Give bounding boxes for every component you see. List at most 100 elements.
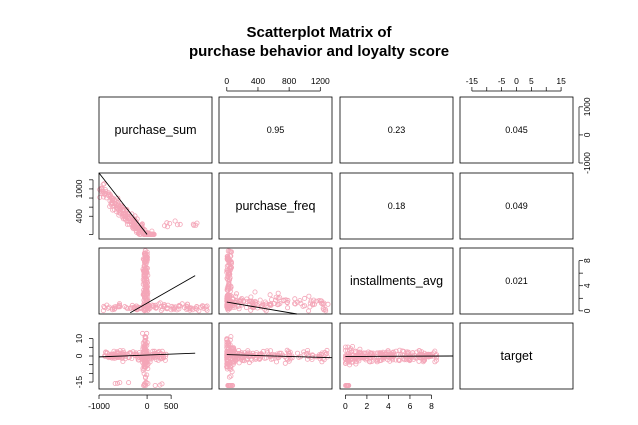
scatter-point: [224, 339, 230, 345]
axis-left-target: -15 0 10: [74, 334, 94, 388]
scatter-point: [240, 355, 246, 361]
scatter-point: [273, 359, 279, 365]
scatter-point: [292, 296, 298, 302]
scatter-point: [228, 373, 234, 379]
correlation-label: 0.021: [505, 276, 528, 286]
scatter-point: [102, 191, 108, 197]
scatter-point: [158, 303, 164, 309]
tick-label: 2: [365, 401, 370, 411]
scatter-point: [307, 300, 313, 306]
scatter-point: [252, 298, 258, 304]
scatter-point: [227, 253, 233, 259]
scatter-point: [236, 298, 242, 304]
tick-label: 5: [529, 76, 534, 86]
scatter-point: [167, 220, 173, 226]
panel-r3-c2: [339, 322, 454, 390]
tick-label: -15: [466, 76, 479, 86]
scatter-point: [194, 303, 200, 309]
scatter-point: [107, 203, 113, 209]
scatter-point: [244, 357, 250, 363]
tick-label: 0: [343, 401, 348, 411]
scatter-point: [122, 216, 128, 222]
panel-frame: [98, 172, 213, 240]
scatter-point: [100, 182, 106, 188]
scatter-point: [142, 364, 148, 370]
scatter-point: [117, 304, 123, 310]
scatter-point: [224, 294, 230, 300]
scatter-point: [130, 349, 136, 355]
scatter-point: [143, 341, 149, 347]
scatter-point: [347, 362, 353, 368]
panel-r1-c0: [97, 172, 213, 240]
scatter-point: [194, 306, 200, 312]
scatter-point: [360, 354, 366, 360]
scatter-point: [101, 181, 107, 187]
scatter-point: [258, 354, 264, 360]
tick-label: 8: [582, 258, 592, 263]
scatter-point: [126, 380, 132, 386]
scatter-point: [203, 306, 209, 312]
scatter-point: [306, 293, 312, 299]
scatter-point: [225, 382, 231, 388]
scatter-point: [121, 208, 127, 214]
scatter-point: [143, 353, 149, 359]
scatter-point: [238, 356, 244, 362]
scatter-point: [189, 305, 195, 311]
tick-label: 1000: [74, 179, 84, 198]
scatter-point: [224, 346, 230, 352]
scatter-point: [248, 356, 254, 362]
scatter-point: [142, 340, 148, 346]
scatter-point: [176, 303, 182, 309]
scatter-point: [357, 346, 363, 352]
scatter-point: [117, 380, 123, 386]
scatter-point: [277, 301, 283, 307]
scatter-point: [203, 304, 209, 310]
axis-top-target: -15 -5 0 5 15: [466, 76, 566, 92]
tick-label: 500: [164, 401, 178, 411]
scatter-point: [348, 357, 354, 363]
scatter-point: [239, 357, 245, 363]
scatter-point: [252, 289, 258, 295]
axis-bottom-purchase-sum: -1000 0 500: [88, 394, 178, 411]
scatter-point: [172, 218, 178, 224]
panel-frame: [218, 247, 333, 315]
scatter-point: [143, 288, 149, 294]
scatter-point: [342, 344, 348, 350]
scatter-point: [233, 291, 239, 297]
scatter-point: [302, 303, 308, 309]
scatter-point: [252, 352, 258, 358]
scatter-point: [353, 361, 359, 367]
scatter-point: [115, 200, 121, 206]
scatter-point: [165, 302, 171, 308]
panel-r1-c3: [459, 172, 574, 240]
scatter-point: [425, 354, 431, 360]
scatter-point: [226, 271, 232, 277]
scatter-point: [287, 349, 293, 355]
scatter-point: [345, 348, 351, 354]
tick-label: 0: [145, 401, 150, 411]
panel-frame: [339, 96, 454, 164]
scatter-point: [325, 301, 331, 307]
panel-frame: [218, 96, 333, 164]
tick-label: 10: [74, 334, 84, 344]
scatter-point: [285, 357, 291, 363]
scatter-point: [282, 360, 288, 366]
scatter-point: [225, 361, 231, 367]
scatter-point: [144, 298, 150, 304]
panel-frame: [459, 172, 574, 240]
scatter-point: [320, 305, 326, 311]
scatter-point: [366, 359, 372, 365]
scatter-point: [193, 222, 199, 228]
scatter-point: [231, 359, 237, 365]
tick-label: -5: [498, 76, 506, 86]
panel-r2-c2: installments_avg: [339, 247, 454, 315]
chart-title-line-2: purchase behavior and loyalty score: [189, 43, 449, 60]
scatter-point: [112, 380, 118, 386]
scatter-point: [114, 209, 120, 215]
axis-right-installments-avg: 0 4 8: [578, 258, 592, 313]
scatter-point: [365, 349, 371, 355]
tick-label: 8: [429, 401, 434, 411]
tick-label: 0: [74, 353, 84, 358]
scatter-point: [176, 306, 182, 312]
scatter-point: [142, 307, 148, 313]
